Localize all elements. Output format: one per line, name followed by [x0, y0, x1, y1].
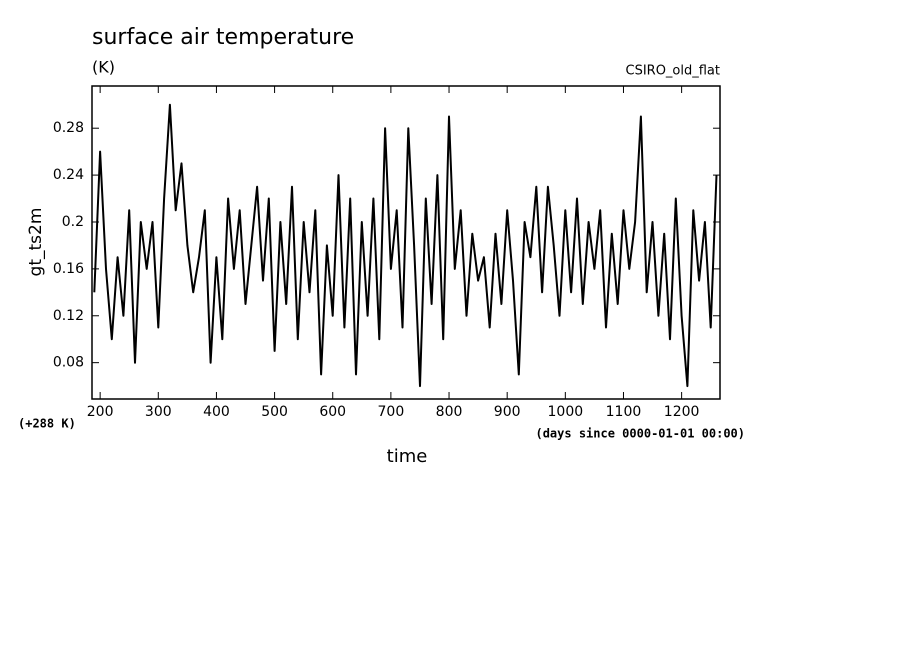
x-tick-label: 200	[87, 404, 114, 420]
plot-frame	[91, 85, 721, 400]
offset-label: (+288 K)	[18, 417, 76, 431]
y-tick-label: 0.08	[53, 355, 84, 371]
units: (K)	[92, 58, 115, 77]
annotation: CSIRO_old_flat	[626, 64, 721, 79]
y-tick-label: 0.12	[53, 308, 84, 324]
x-tick-label: 1200	[664, 404, 700, 420]
x-tick-label: 1100	[606, 404, 642, 420]
x-tick-label: 300	[145, 404, 172, 420]
y-tick-label: 0.24	[53, 167, 84, 183]
chart-title: surface air temperature	[92, 25, 354, 50]
y-tick-label: 0.16	[53, 261, 84, 277]
y-tick-label: 0.28	[53, 120, 84, 136]
x-tick-label: 1000	[548, 404, 584, 420]
x-tick-label: 800	[436, 404, 463, 420]
x-units: (days since 0000-01-01 00:00)	[535, 427, 745, 441]
x-axis-label: time	[387, 446, 428, 467]
x-tick-label: 400	[203, 404, 230, 420]
y-axis-label: gt_ts2m	[26, 208, 46, 277]
y-tick-label: 0.2	[62, 214, 84, 230]
x-tick-label: 700	[378, 404, 405, 420]
x-tick-label: 500	[261, 404, 288, 420]
data-line	[93, 103, 718, 388]
x-tick-label: 900	[494, 404, 521, 420]
x-tick-label: 600	[319, 404, 346, 420]
